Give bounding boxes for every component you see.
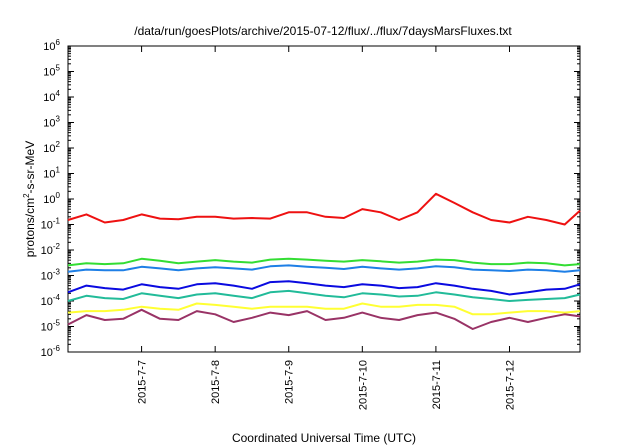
y-axis-label-sup: 2: [22, 193, 31, 198]
x-tick-label: 2015-7-8: [210, 360, 222, 404]
chart-title: /data/run/goesPlots/archive/2015-07-12/f…: [134, 24, 512, 38]
x-tick-label: 2015-7-9: [284, 360, 296, 404]
y-tick-base: 10: [41, 296, 53, 308]
y-axis-label: protons/cm2-s-sr-MeV: [22, 141, 37, 257]
y-tick-base: 10: [41, 245, 53, 257]
y-tick-label: 10-3: [41, 268, 61, 283]
x-axis-ticks: 2015-7-7 2015-7-8 2015-7-9 2015-7-10 2015-7-…: [137, 46, 516, 410]
y-tick-exponent: -1: [53, 217, 61, 226]
y-tick-exponent: -4: [53, 293, 61, 302]
y-tick-base: 10: [43, 169, 55, 181]
y-tick-exponent: 1: [56, 166, 61, 175]
y-tick-exponent: -6: [53, 344, 61, 353]
y-tick-base: 10: [41, 271, 53, 283]
y-tick-exponent: 0: [56, 191, 61, 200]
y-tick-base: 10: [41, 322, 53, 334]
y-tick-exponent: -5: [53, 319, 61, 328]
series-line-3: [67, 264, 581, 273]
y-tick-label: 10-6: [41, 344, 61, 359]
series-line-2: [67, 257, 581, 267]
y-tick-label: 10-4: [41, 293, 61, 308]
y-tick-label: 10-2: [41, 242, 61, 257]
y-tick-label: 10-1: [41, 217, 61, 232]
y-tick-label: 102: [43, 140, 60, 155]
y-tick-base: 10: [43, 118, 55, 130]
y-tick-label: 103: [43, 115, 60, 130]
y-tick-label: 104: [43, 89, 60, 104]
y-tick-label: 106: [43, 38, 60, 53]
series-line-5: [67, 289, 581, 302]
series-lines: [67, 192, 581, 330]
series-line-1: [67, 192, 581, 226]
series-line-7: [67, 308, 581, 330]
y-tick-exponent: 6: [56, 38, 61, 47]
y-tick-label: 10-5: [41, 319, 61, 334]
y-tick-exponent: 4: [56, 89, 61, 98]
y-tick-label: 105: [43, 64, 60, 79]
y-tick-exponent: -2: [53, 242, 61, 251]
y-tick-exponent: 2: [56, 140, 61, 149]
y-axis-label-rest: -s-sr-MeV: [23, 141, 37, 194]
x-axis-label: Coordinated Universal Time (UTC): [232, 431, 416, 445]
y-tick-label: 100: [43, 191, 60, 206]
y-tick-base: 10: [43, 143, 55, 155]
x-tick-label: 2015-7-10: [357, 360, 369, 410]
y-tick-exponent: -3: [53, 268, 61, 277]
series-line-4: [67, 280, 581, 296]
series-line-6: [67, 302, 581, 316]
y-tick-exponent: 3: [56, 115, 61, 124]
y-tick-base: 10: [41, 347, 53, 359]
y-tick-base: 10: [43, 67, 55, 79]
y-tick-label: 101: [43, 166, 60, 181]
y-tick-base: 10: [41, 220, 53, 232]
y-tick-base: 10: [43, 194, 55, 206]
y-tick-base: 10: [43, 92, 55, 104]
y-axis-ticks: 10-610-510-410-310-210-11001011021031041…: [41, 38, 580, 359]
y-axis-label-base: protons/cm: [23, 198, 37, 257]
x-tick-label: 2015-7-11: [431, 360, 443, 409]
x-tick-label: 2015-7-7: [137, 360, 149, 404]
y-tick-base: 10: [43, 41, 55, 53]
y-tick-exponent: 5: [56, 64, 61, 73]
x-tick-label: 2015-7-12: [504, 360, 516, 410]
